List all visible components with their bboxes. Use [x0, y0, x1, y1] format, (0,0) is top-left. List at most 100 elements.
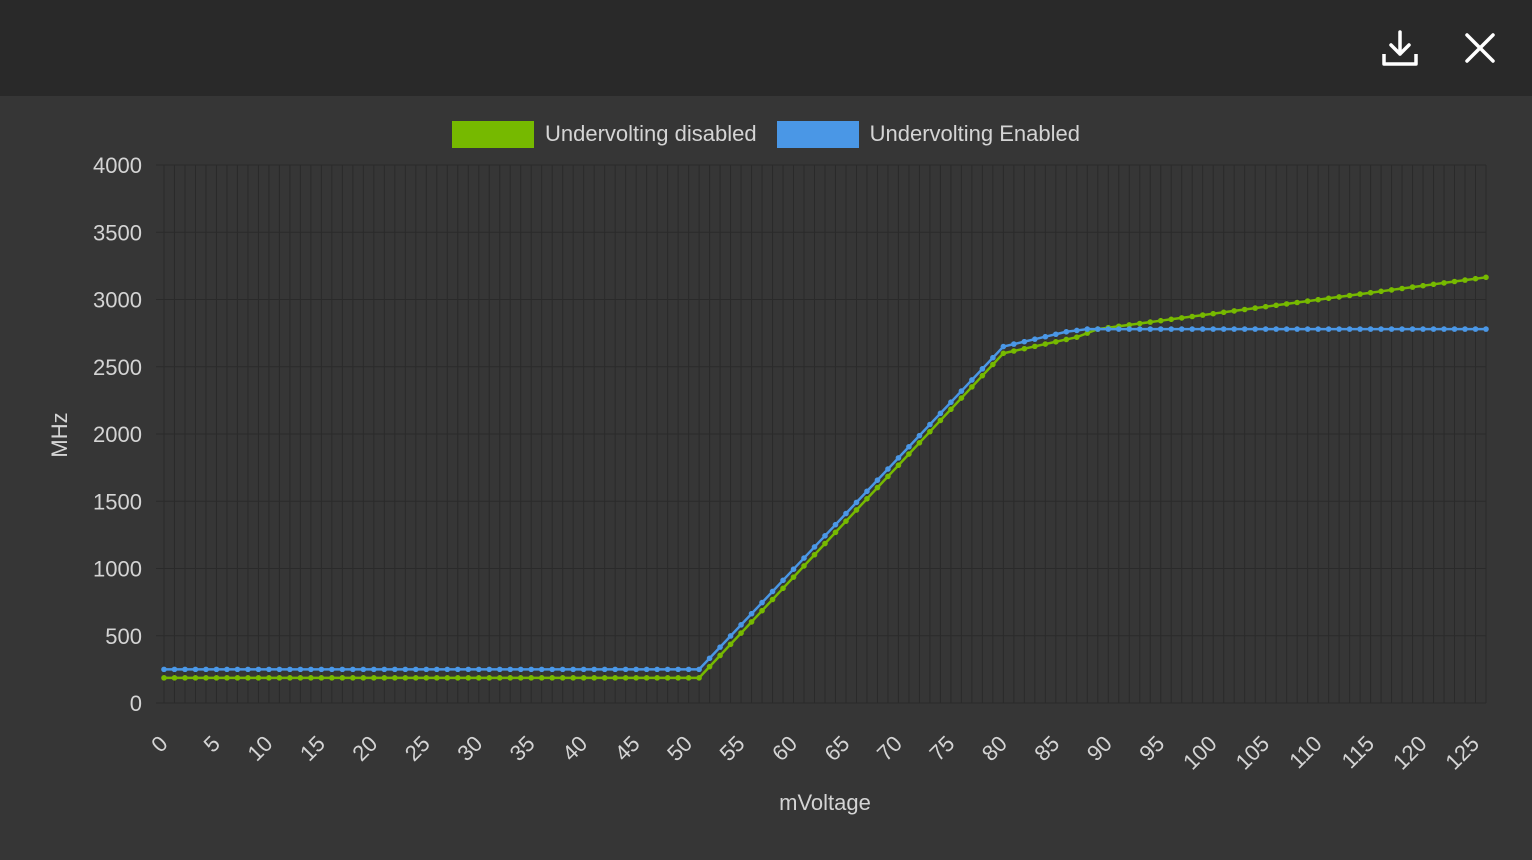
data-point: [308, 666, 314, 673]
data-point: [465, 675, 472, 681]
data-point: [1441, 326, 1447, 332]
data-point: [1084, 330, 1091, 336]
y-tick-label: 0: [130, 691, 142, 716]
data-point: [864, 495, 870, 502]
legend-label-enabled: Undervolting Enabled: [869, 121, 1080, 146]
legend-swatch-disabled: [452, 120, 535, 148]
data-point: [182, 675, 188, 681]
grid: [156, 164, 1487, 704]
data-point: [990, 354, 996, 361]
data-point: [1157, 317, 1164, 324]
data-point: [801, 563, 807, 569]
data-point: [1430, 281, 1437, 288]
legend-swatch-enabled: [776, 120, 859, 148]
data-point: [1409, 326, 1416, 332]
x-tick-label: 15: [295, 731, 330, 766]
data-point: [538, 675, 545, 681]
data-point: [1346, 326, 1353, 332]
data-point: [245, 666, 251, 673]
data-point: [444, 675, 451, 681]
data-point: [433, 675, 440, 681]
download-icon[interactable]: [1378, 26, 1422, 70]
data-point: [958, 395, 965, 401]
data-point: [1336, 294, 1342, 300]
data-point: [906, 451, 912, 457]
data-point: [1000, 350, 1007, 357]
data-point: [224, 666, 230, 673]
data-point: [654, 666, 660, 673]
data-point: [1472, 326, 1479, 332]
data-point: [360, 675, 367, 681]
data-point: [1315, 326, 1321, 332]
data-point: [664, 675, 671, 681]
data-point: [1483, 326, 1489, 332]
data-point: [801, 555, 807, 561]
data-point: [1168, 326, 1175, 332]
data-point: [780, 577, 786, 584]
data-point: [1199, 312, 1206, 318]
data-point: [1136, 320, 1143, 327]
data-point: [1178, 315, 1185, 321]
data-point: [182, 666, 188, 673]
x-tick-label: 20: [347, 731, 382, 766]
data-point: [339, 666, 346, 673]
data-point: [948, 406, 954, 413]
close-icon[interactable]: [1458, 26, 1502, 70]
data-point: [864, 488, 870, 495]
data-point: [444, 666, 451, 673]
data-point: [1273, 302, 1279, 309]
data-point: [528, 666, 535, 673]
data-point: [1294, 299, 1300, 306]
data-point: [601, 666, 608, 673]
data-point: [486, 675, 493, 681]
data-point: [371, 675, 377, 681]
x-tick-label: 95: [1134, 731, 1169, 766]
legend-item-enabled[interactable]: Undervolting Enabled: [776, 120, 1080, 148]
x-tick-label: 105: [1231, 731, 1275, 775]
data-point: [1420, 326, 1426, 332]
data-point: [454, 666, 461, 673]
data-point: [308, 675, 314, 681]
data-point: [171, 675, 178, 681]
data-point: [203, 675, 209, 681]
data-point: [927, 421, 933, 428]
data-point: [329, 675, 335, 681]
data-point: [927, 428, 933, 435]
data-point: [350, 666, 356, 673]
data-point: [580, 675, 587, 681]
data-point: [1084, 326, 1091, 332]
data-point: [1273, 326, 1279, 332]
data-point: [1168, 316, 1175, 323]
data-point: [1063, 336, 1070, 343]
data-point: [1199, 326, 1206, 332]
data-point: [213, 666, 220, 673]
x-tick-label: 55: [715, 731, 750, 766]
data-point: [622, 666, 629, 673]
x-tick-label: 120: [1388, 731, 1432, 775]
data-point: [1378, 326, 1384, 332]
data-point: [843, 518, 849, 524]
data-point: [759, 607, 765, 614]
y-tick-label: 500: [105, 624, 142, 649]
data-point: [832, 521, 839, 528]
data-point: [255, 666, 262, 673]
data-point: [853, 499, 860, 506]
data-point: [381, 666, 388, 673]
data-point: [329, 666, 335, 673]
x-tick-label: 0: [146, 731, 172, 757]
data-point: [969, 377, 975, 383]
x-tick-label: 110: [1284, 731, 1326, 773]
data-point: [1304, 298, 1311, 304]
legend-item-disabled[interactable]: Undervolting disabled: [452, 120, 757, 148]
data-point: [591, 675, 597, 681]
data-point: [738, 622, 744, 628]
x-tick-label: 125: [1440, 731, 1484, 775]
data-point: [381, 675, 388, 681]
data-point: [696, 666, 702, 673]
data-point: [759, 599, 765, 606]
line-chart: 0 500 1000 1500 2000 2500 3000 3500 4000 0 5 10 15 20…: [47, 153, 1489, 815]
data-point: [1346, 292, 1353, 299]
data-point: [811, 544, 818, 550]
data-point: [937, 417, 944, 424]
data-point: [1283, 301, 1290, 307]
